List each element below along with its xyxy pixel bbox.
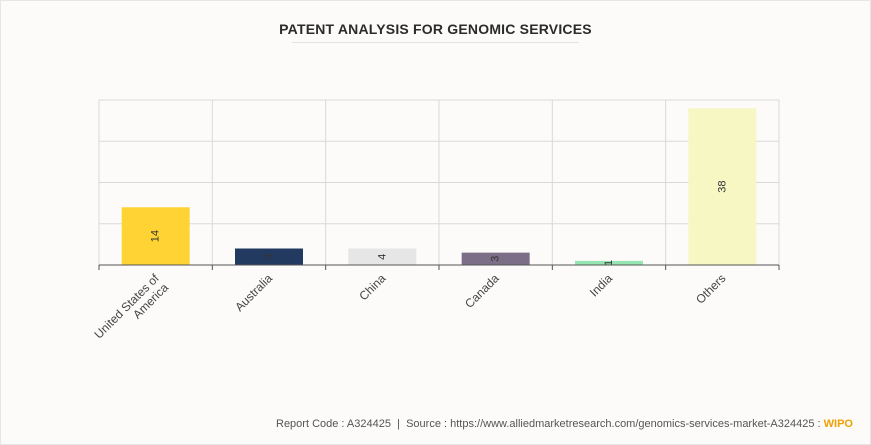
report-code: Report Code : A324425 <box>276 418 391 430</box>
chart-title: PATENT ANALYSIS FOR GENOMIC SERVICES <box>279 21 592 37</box>
x-tick-label: United States ofAmerica <box>92 271 172 351</box>
data-label: 1 <box>603 260 615 266</box>
bar <box>575 260 643 265</box>
data-label: 3 <box>490 256 502 262</box>
data-label: 14 <box>150 230 162 242</box>
bar <box>348 248 417 265</box>
x-tick-label: Canada <box>462 271 502 311</box>
x-tick-label: Others <box>693 271 728 306</box>
bar <box>688 108 757 265</box>
bar <box>235 248 303 265</box>
source-text: Source : https://www.alliedmarketresearc… <box>406 418 821 430</box>
footer: Report Code : A324425 | Source : https:/… <box>276 418 853 430</box>
title-divider <box>292 42 579 43</box>
data-label: 38 <box>716 181 728 193</box>
x-tick-label: Australia <box>232 271 275 314</box>
source-name: WIPO <box>823 418 853 430</box>
bar <box>121 207 190 265</box>
footer-separator: | <box>397 418 400 430</box>
x-tick-label: India <box>587 271 616 300</box>
bar <box>461 252 530 265</box>
data-label: 4 <box>263 254 275 260</box>
x-tick-label: China <box>356 271 388 303</box>
data-label: 4 <box>376 254 388 260</box>
